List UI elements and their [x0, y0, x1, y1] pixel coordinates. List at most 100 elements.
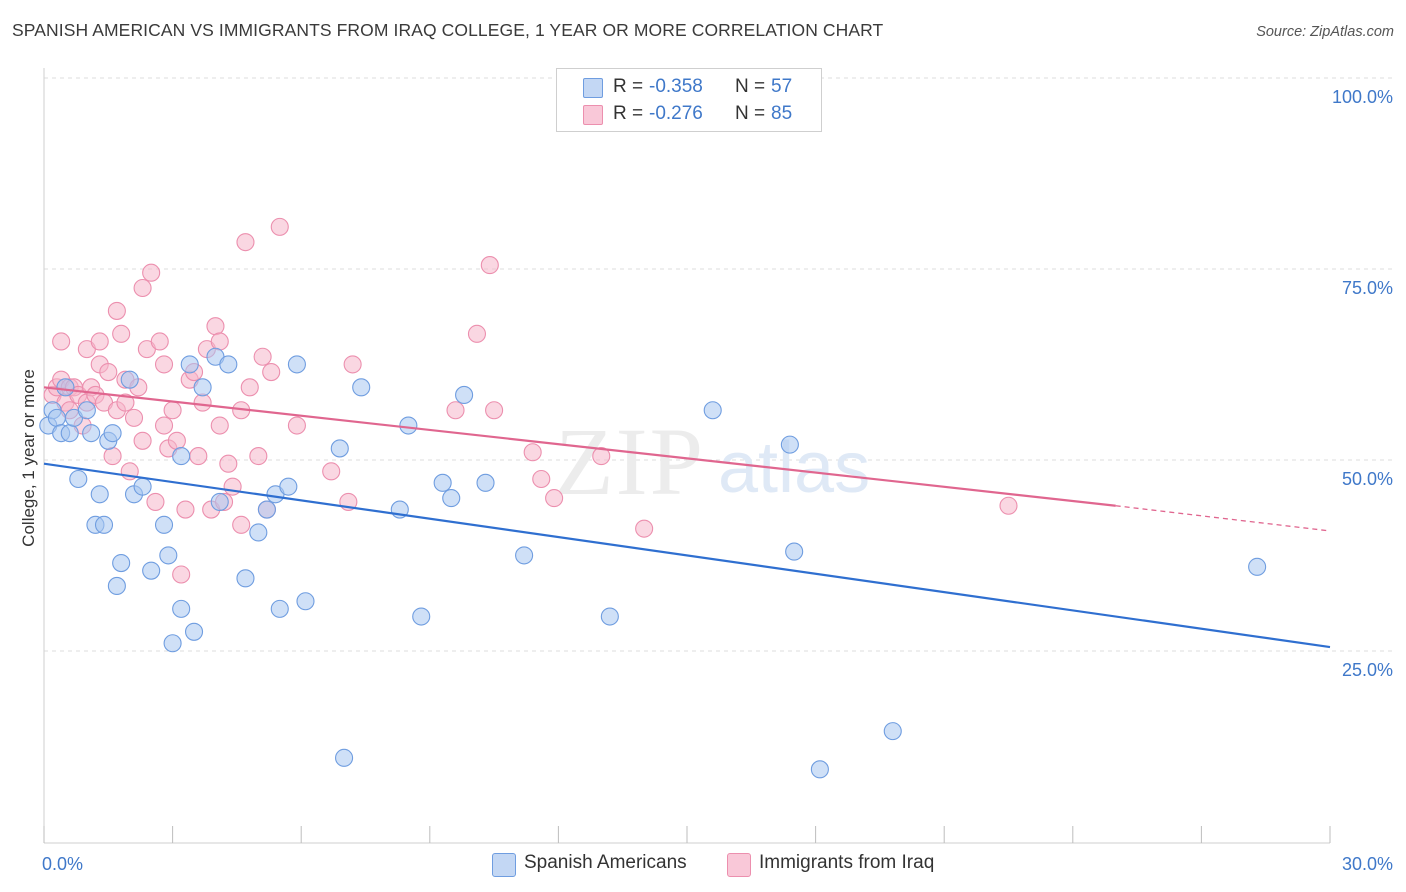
legend-n-label: N =: [735, 103, 766, 124]
data-point-immigrants-from-iraq: [52, 332, 71, 351]
data-point-immigrants-from-iraq: [343, 355, 362, 374]
tick-labels: 25.0% 50.0% 75.0% 100.0% 0.0% 30.0%: [42, 87, 1393, 874]
trend-line-immigrants-from-iraq: [43, 386, 1116, 507]
data-point-spanish-americans: [279, 477, 298, 496]
data-point-spanish-americans: [442, 489, 461, 508]
data-point-immigrants-from-iraq: [480, 256, 499, 275]
y-axis-label: College, 1 year or more: [19, 369, 38, 547]
data-point-spanish-americans: [77, 401, 96, 420]
legend-r-label: R =: [613, 103, 644, 124]
y-tick-label: 50.0%: [1342, 469, 1393, 489]
data-point-spanish-americans: [172, 599, 191, 618]
trend-line-extension-immigrants-from-iraq: [1115, 505, 1331, 532]
data-point-immigrants-from-iraq: [262, 362, 281, 382]
data-point-immigrants-from-iraq: [193, 393, 212, 412]
data-point-spanish-americans: [476, 473, 495, 492]
data-point-spanish-americans: [296, 592, 315, 611]
data-point-spanish-americans: [412, 607, 431, 626]
data-point-spanish-americans: [287, 355, 306, 374]
data-point-immigrants-from-iraq: [446, 401, 465, 420]
data-point-immigrants-from-iraq: [107, 301, 126, 320]
data-point-spanish-americans: [433, 473, 452, 492]
data-point-immigrants-from-iraq: [253, 347, 272, 366]
data-point-spanish-americans: [257, 500, 276, 519]
data-point-immigrants-from-iraq: [270, 217, 289, 236]
series-immigrants-from-iraq: [43, 217, 1018, 584]
bottom-legend-label: Immigrants from Iraq: [759, 852, 935, 873]
data-point-immigrants-from-iraq: [206, 317, 225, 336]
data-point-immigrants-from-iraq: [99, 362, 118, 382]
data-point-spanish-americans: [90, 485, 109, 504]
data-point-immigrants-from-iraq: [592, 447, 611, 466]
grid-lines: [44, 77, 1392, 652]
data-point-immigrants-from-iraq: [232, 515, 251, 534]
data-point-spanish-americans: [159, 546, 178, 565]
data-point-immigrants-from-iraq: [999, 496, 1018, 515]
data-point-spanish-americans: [120, 370, 139, 389]
data-point-spanish-americans: [154, 515, 174, 534]
data-point-spanish-americans: [60, 424, 79, 443]
data-point-spanish-americans: [785, 542, 804, 561]
x-tick-label-max: 30.0%: [1342, 854, 1393, 874]
data-point-immigrants-from-iraq: [167, 431, 186, 450]
legend-swatch-pink: [583, 105, 603, 125]
data-point-immigrants-from-iraq: [635, 519, 654, 538]
data-point-immigrants-from-iraq: [116, 393, 135, 412]
data-point-spanish-americans: [515, 546, 534, 565]
data-point-immigrants-from-iraq: [287, 416, 306, 435]
series-spanish-americans: [39, 347, 1267, 779]
bottom-legend-swatch-blue: [492, 853, 516, 877]
data-point-spanish-americans: [455, 385, 474, 405]
data-point-immigrants-from-iraq: [176, 500, 195, 519]
data-point-spanish-americans: [142, 561, 161, 580]
legend-n-value: 85: [771, 103, 793, 124]
data-point-immigrants-from-iraq: [210, 416, 229, 435]
y-tick-label: 25.0%: [1342, 660, 1393, 680]
data-point-immigrants-from-iraq: [124, 408, 144, 427]
y-tick-label: 100.0%: [1332, 87, 1393, 107]
data-point-immigrants-from-iraq: [485, 401, 504, 420]
data-point-spanish-americans: [249, 523, 268, 542]
legend-swatch-blue: [583, 78, 603, 98]
data-point-spanish-americans: [330, 439, 349, 458]
data-point-immigrants-from-iraq: [133, 431, 152, 450]
chart-title: SPANISH AMERICAN VS IMMIGRANTS FROM IRAQ…: [12, 20, 884, 40]
data-point-immigrants-from-iraq: [154, 416, 174, 435]
data-point-spanish-americans: [399, 416, 418, 435]
data-point-immigrants-from-iraq: [172, 565, 191, 584]
data-point-spanish-americans: [236, 569, 255, 588]
data-point-immigrants-from-iraq: [523, 443, 542, 462]
data-point-spanish-americans: [184, 622, 204, 641]
chart-source: Source: ZipAtlas.com: [1256, 24, 1394, 40]
x-tick-label-min: 0.0%: [42, 854, 83, 874]
trend-line-spanish-americans: [43, 462, 1331, 649]
data-point-immigrants-from-iraq: [210, 332, 229, 351]
data-point-spanish-americans: [883, 722, 902, 741]
data-point-immigrants-from-iraq: [133, 278, 152, 298]
data-point-immigrants-from-iraq: [532, 469, 551, 489]
data-point-spanish-americans: [703, 401, 722, 420]
data-point-immigrants-from-iraq: [249, 447, 268, 466]
data-point-immigrants-from-iraq: [150, 332, 169, 351]
data-point-immigrants-from-iraq: [142, 263, 161, 282]
data-point-spanish-americans: [1248, 557, 1267, 576]
data-point-spanish-americans: [103, 424, 122, 443]
data-point-spanish-americans: [600, 607, 619, 626]
axes: [43, 68, 1331, 844]
data-point-spanish-americans: [112, 553, 131, 573]
data-point-spanish-americans: [172, 447, 191, 466]
data-point-spanish-americans: [335, 748, 354, 767]
data-point-spanish-americans: [180, 355, 199, 374]
data-point-immigrants-from-iraq: [223, 477, 242, 496]
data-point-spanish-americans: [780, 435, 799, 454]
legend-n-value: 57: [771, 76, 793, 97]
legend-n-label: N =: [735, 76, 766, 97]
data-point-immigrants-from-iraq: [146, 492, 165, 511]
data-point-spanish-americans: [69, 469, 88, 489]
trend-lines: [43, 386, 1331, 649]
legend-r-value: -0.276: [649, 103, 703, 124]
data-point-immigrants-from-iraq: [219, 454, 238, 473]
data-point-immigrants-from-iraq: [189, 447, 208, 466]
data-point-immigrants-from-iraq: [103, 447, 122, 466]
